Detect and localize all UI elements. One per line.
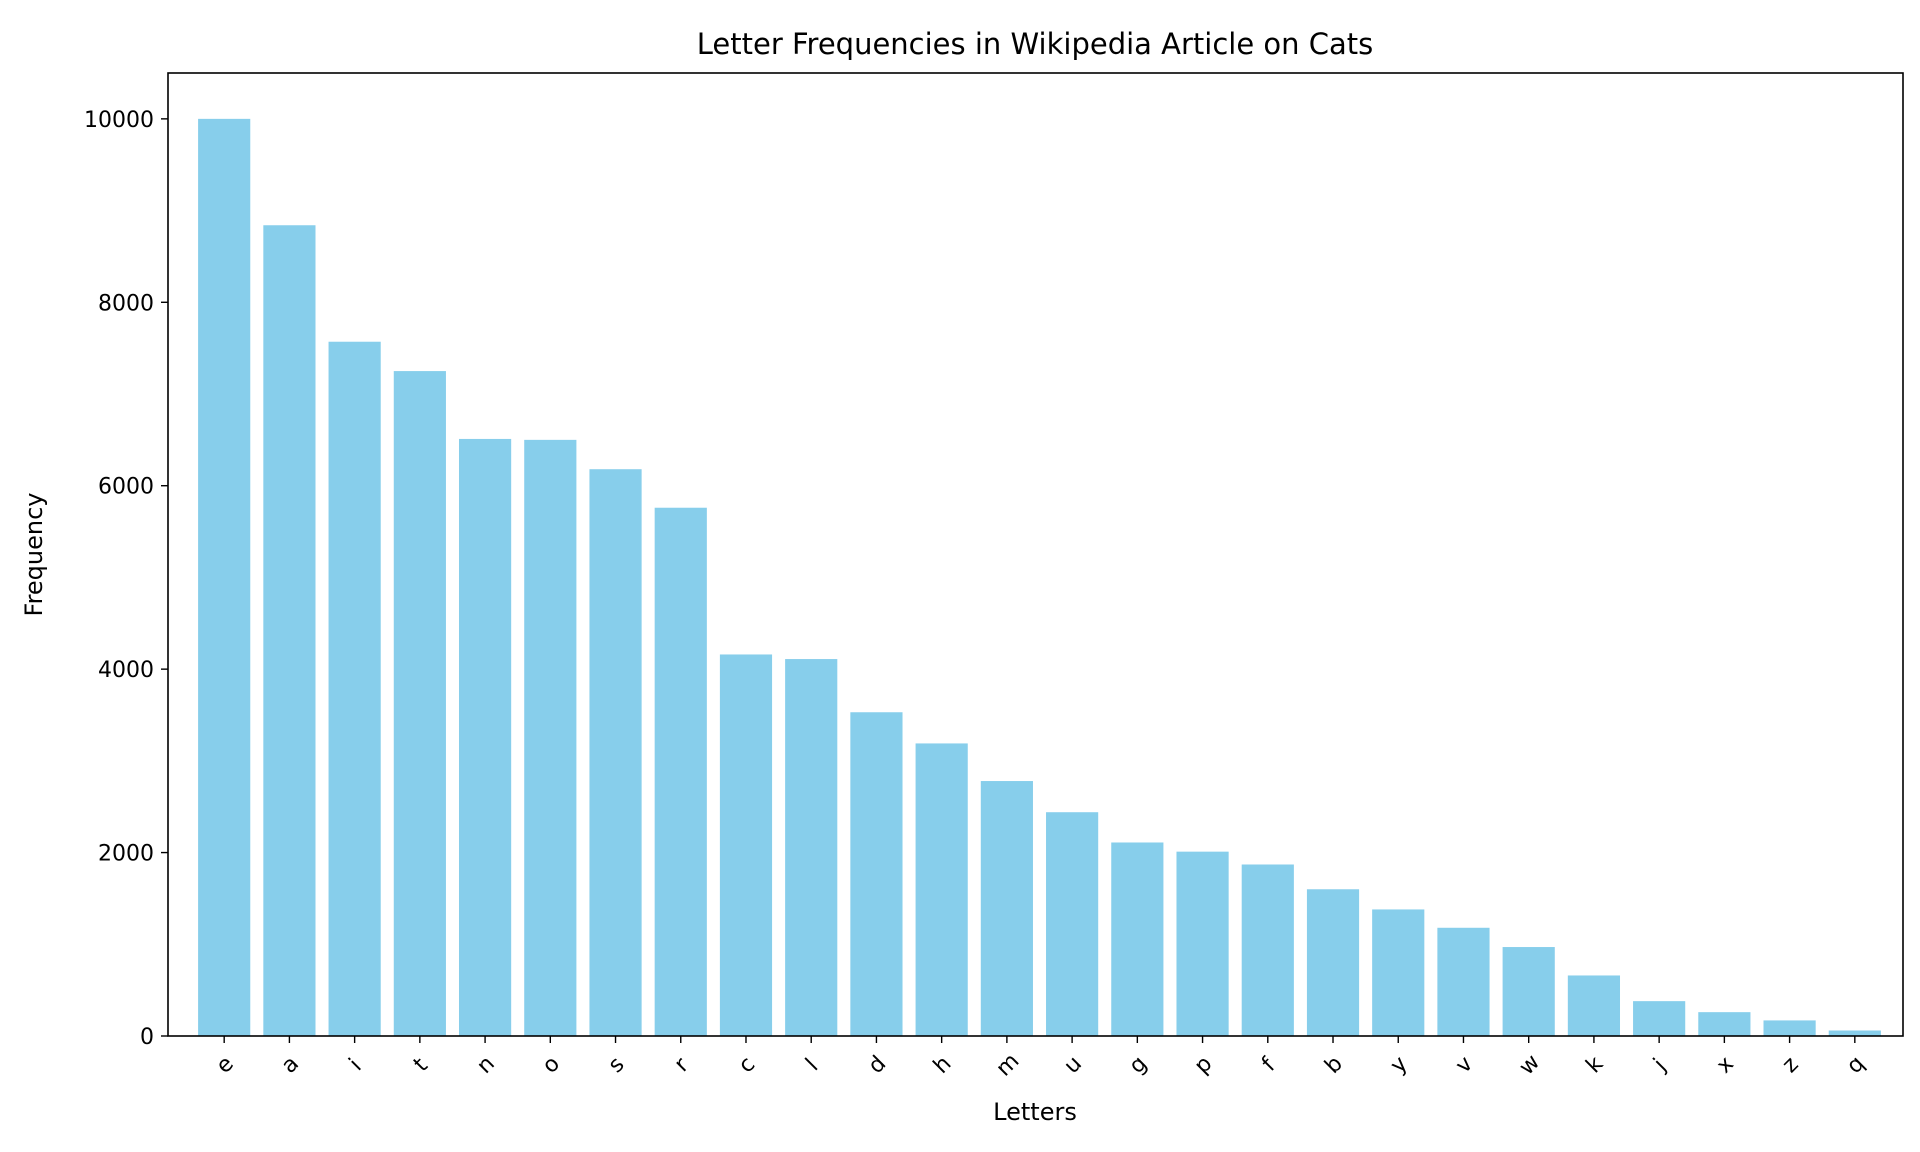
x-tick-label: r bbox=[670, 1052, 695, 1077]
x-tick-label: f bbox=[1257, 1053, 1281, 1077]
y-axis-ticks: 0 2000 4000 6000 8000 10000 bbox=[84, 108, 168, 1050]
x-tick-label: d bbox=[864, 1051, 892, 1079]
chart-title: Letter Frequencies in Wikipedia Article … bbox=[697, 27, 1374, 61]
y-tick-label: 0 bbox=[140, 1025, 154, 1050]
bar-c bbox=[719, 654, 773, 1036]
bar-q bbox=[1828, 1030, 1881, 1036]
bar-x bbox=[1698, 1012, 1751, 1036]
x-tick-label: p bbox=[1190, 1051, 1218, 1079]
x-tick-label: u bbox=[1059, 1051, 1087, 1079]
bar-m bbox=[980, 781, 1033, 1036]
bar-v bbox=[1437, 927, 1490, 1036]
x-tick-label: n bbox=[472, 1051, 500, 1079]
bars-group bbox=[198, 118, 1881, 1037]
bar-e bbox=[198, 118, 251, 1037]
x-tick-label: g bbox=[1125, 1051, 1153, 1079]
x-tick-label: o bbox=[538, 1051, 565, 1078]
bar-i bbox=[328, 341, 381, 1036]
bar-z bbox=[1763, 1020, 1816, 1036]
x-tick-label: v bbox=[1451, 1052, 1478, 1079]
x-tick-label: b bbox=[1320, 1051, 1348, 1079]
x-tick-label: t bbox=[409, 1053, 433, 1077]
x-tick-label: x bbox=[1712, 1052, 1739, 1079]
bar-b bbox=[1306, 889, 1360, 1036]
x-tick-label: w bbox=[1515, 1050, 1545, 1080]
x-axis-label: Letters bbox=[993, 1098, 1077, 1126]
x-tick-label: m bbox=[992, 1049, 1025, 1082]
plot-area-frame bbox=[167, 72, 1904, 1037]
y-tick-label: 6000 bbox=[98, 475, 154, 500]
y-tick-label: 8000 bbox=[98, 291, 154, 316]
bar-o bbox=[524, 439, 577, 1036]
bar-k bbox=[1567, 975, 1621, 1036]
x-tick-label: y bbox=[1386, 1052, 1413, 1079]
bar-f bbox=[1241, 864, 1294, 1036]
bar-u bbox=[1046, 812, 1099, 1036]
x-tick-label: q bbox=[1842, 1051, 1870, 1079]
x-tick-label: i bbox=[345, 1054, 367, 1076]
bar-h bbox=[915, 743, 968, 1036]
bar-w bbox=[1502, 947, 1555, 1036]
y-axis-label: Frequency bbox=[20, 493, 48, 617]
bar-a bbox=[263, 225, 316, 1036]
x-tick-label: l bbox=[801, 1054, 823, 1076]
bar-j bbox=[1633, 1001, 1686, 1036]
bar-l bbox=[785, 659, 838, 1036]
bar-y bbox=[1372, 909, 1425, 1036]
y-tick-label: 4000 bbox=[98, 658, 154, 683]
x-tick-label: z bbox=[1778, 1052, 1804, 1078]
x-tick-label: e bbox=[212, 1051, 239, 1078]
bar-r bbox=[654, 507, 707, 1036]
y-tick-label: 10000 bbox=[84, 108, 154, 133]
bar-g bbox=[1111, 842, 1164, 1036]
x-tick-label: a bbox=[277, 1051, 304, 1078]
y-tick-label: 2000 bbox=[98, 842, 154, 867]
bar-s bbox=[589, 469, 642, 1037]
x-tick-label: c bbox=[734, 1052, 760, 1078]
x-tick-label: j bbox=[1648, 1054, 1671, 1077]
bar-n bbox=[458, 438, 512, 1036]
bar-d bbox=[850, 712, 903, 1036]
bar-t bbox=[393, 371, 446, 1037]
x-tick-label: s bbox=[604, 1052, 630, 1078]
x-tick-label: k bbox=[1582, 1052, 1609, 1079]
x-tick-label: h bbox=[929, 1051, 957, 1079]
bar-p bbox=[1176, 851, 1229, 1036]
